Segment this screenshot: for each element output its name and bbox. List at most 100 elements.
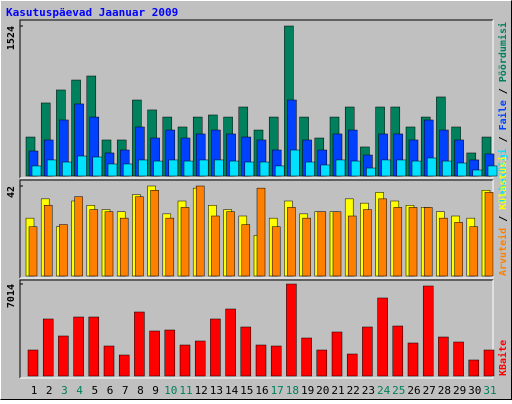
bar: [377, 297, 388, 377]
bar: [331, 331, 343, 377]
legend-entry: Arvuteid: [497, 228, 509, 276]
bar: [302, 217, 311, 277]
panel-light: [20, 280, 494, 379]
bar: [31, 165, 42, 177]
x-tick-label: 24: [377, 384, 391, 397]
x-tick-label: 22: [347, 384, 360, 397]
x-tick-label: 10: [164, 384, 177, 397]
panel-light: [20, 20, 494, 179]
bar: [346, 353, 358, 377]
bar: [150, 190, 159, 277]
legend-entry: Lehekülgi: [497, 148, 509, 202]
bar: [438, 336, 449, 377]
bar: [366, 167, 376, 177]
bar: [316, 349, 328, 377]
bar: [214, 159, 224, 177]
bar: [229, 160, 239, 177]
bar: [195, 185, 205, 277]
bar: [135, 196, 144, 277]
bar: [153, 160, 163, 177]
bar: [363, 209, 372, 277]
bar: [180, 207, 190, 277]
x-tick-label: 20: [316, 384, 329, 397]
x-tick-label: 28: [438, 384, 451, 397]
legend-separator: /: [498, 210, 509, 228]
bar: [335, 159, 346, 177]
bar: [256, 187, 266, 277]
bar: [484, 192, 494, 277]
legend: Arvuteid / Külastusi: [497, 156, 509, 276]
bar: [362, 326, 373, 377]
panel-shadow: [19, 179, 493, 278]
bar: [59, 224, 68, 277]
y-tick-label: 1524: [6, 26, 17, 50]
legend-entry: Faile: [497, 100, 509, 130]
x-tick-label: 2: [46, 384, 53, 397]
bar: [259, 161, 270, 177]
x-tick-label: 27: [423, 384, 436, 397]
x-tick-label: 4: [76, 384, 83, 397]
bar: [43, 205, 53, 277]
bar: [320, 164, 331, 177]
bar: [240, 326, 252, 377]
bar: [134, 311, 145, 377]
x-tick-label: 1: [31, 384, 38, 397]
chart-title: Kasutuspäevad Jaanuar 2009: [6, 6, 178, 19]
bar: [179, 344, 191, 377]
bar: [396, 159, 407, 177]
bar: [271, 226, 281, 277]
bar: [104, 211, 114, 277]
panel-shadow: [19, 19, 493, 178]
bar: [42, 318, 54, 377]
x-tick-label: 5: [91, 384, 98, 397]
bar: [286, 283, 297, 377]
bar: [332, 211, 342, 277]
bar: [453, 341, 464, 377]
bar: [301, 337, 312, 377]
bar: [423, 207, 433, 277]
y-tick-label: 42: [6, 186, 17, 198]
x-tick-label: 17: [271, 384, 284, 397]
x-tick-label: 8: [137, 384, 144, 397]
x-tick-label: 16: [255, 384, 268, 397]
bar: [287, 207, 296, 277]
x-tick-label: 29: [453, 384, 466, 397]
bar: [88, 316, 100, 377]
legend: Lehekülgi / Faile / Pöördumisi: [497, 22, 509, 203]
bar: [74, 196, 83, 277]
bar: [89, 209, 99, 277]
legend-entry: KBaite: [497, 340, 509, 376]
bar: [442, 160, 452, 177]
bar: [138, 159, 148, 177]
bar: [119, 217, 129, 277]
bar: [183, 160, 194, 177]
bar: [317, 211, 327, 277]
bar: [350, 160, 361, 177]
bar: [226, 211, 235, 277]
bar: [118, 354, 130, 377]
bar: [122, 163, 133, 177]
bar: [483, 349, 495, 377]
legend-entry: Külastusi: [497, 156, 509, 210]
bar: [422, 285, 434, 377]
x-tick-label: 14: [225, 384, 239, 397]
x-tick-label: 9: [152, 384, 159, 397]
bar: [454, 222, 463, 277]
bar: [73, 316, 84, 377]
panel-shadow: [19, 279, 493, 378]
y-tick-label: 7014: [6, 284, 17, 308]
bar: [46, 159, 57, 177]
bar: [469, 226, 479, 277]
bar: [270, 345, 282, 377]
bar: [244, 161, 255, 177]
legend-separator: /: [498, 130, 509, 148]
bar: [255, 344, 267, 377]
x-tick-label: 21: [331, 384, 344, 397]
bar: [487, 165, 498, 177]
bar: [381, 159, 391, 177]
bar: [92, 156, 103, 177]
bar: [103, 345, 115, 377]
x-tick-label: 26: [407, 384, 420, 397]
bar: [393, 207, 403, 277]
